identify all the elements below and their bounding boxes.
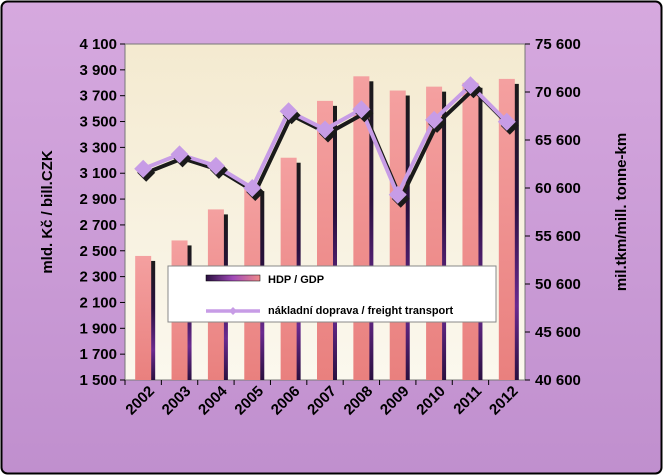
y-left-tick-label: 3 300 <box>79 139 117 156</box>
y-left-tick-label: 3 900 <box>79 62 117 79</box>
legend: HDP / GDP nákladní doprava / freight tra… <box>167 265 497 323</box>
y-left-tick-label: 3 700 <box>79 88 117 105</box>
y-left-tick-label: 2 100 <box>79 294 117 311</box>
freight-marker-2003 <box>170 145 189 164</box>
bar-2007 <box>317 100 333 380</box>
y-right-axis-title: mil.tkm/mill. tonne-km <box>613 133 630 291</box>
bar-2002 <box>135 255 152 380</box>
y-left-tick-label: 1 900 <box>79 320 117 337</box>
y-right-tick-label: 65 600 <box>535 132 581 149</box>
legend-label-gdp: HDP / GDP <box>268 274 324 286</box>
bar-2011 <box>462 82 479 381</box>
y-right-tick-label: 70 600 <box>535 84 581 101</box>
y-left-tick-label: 2 900 <box>79 191 117 208</box>
freight-marker-2011 <box>461 76 480 95</box>
y-left-tick-label: 2 700 <box>79 217 117 234</box>
y-right-tick-label: 75 600 <box>535 36 581 53</box>
freight-marker-2006 <box>279 102 298 121</box>
axes-layer: 1 500 1 700 1 900 2 100 2 300 2 500 2 700 2 900… <box>79 36 580 418</box>
y-right-tick-label: 45 600 <box>535 324 581 341</box>
y-left-tick-label: 4 100 <box>79 36 117 53</box>
y-left-axis-title: mld. Kč / bill.CZK <box>39 150 56 274</box>
y-left-tick-label: 3 500 <box>79 114 117 131</box>
y-right-tick-label: 60 600 <box>535 180 581 197</box>
y-right-tick-label: 40 600 <box>535 372 581 389</box>
line-layer <box>134 76 519 208</box>
y-right-tick-label: 55 600 <box>535 228 581 245</box>
legend-label-freight: nákladní doprava / freight transport <box>268 305 454 317</box>
y-left-tick-label: 1 700 <box>79 346 117 363</box>
y-left-tick-label: 2 300 <box>79 269 117 286</box>
freight-marker-2010 <box>425 110 444 129</box>
y-right-tick-label: 50 600 <box>535 276 581 293</box>
y-left-tick-label: 3 100 <box>79 165 117 182</box>
y-left-tick-label: 1 500 <box>79 372 117 389</box>
freight-marker-2002 <box>134 159 153 178</box>
freight-marker-2012 <box>497 112 516 131</box>
freight-marker-2009 <box>388 185 407 204</box>
freight-marker-2007 <box>316 120 334 139</box>
legend-swatch-bar <box>205 274 261 282</box>
bar-2009 <box>389 90 406 381</box>
freight-marker-2008 <box>352 100 371 119</box>
freight-marker-2004 <box>206 156 225 175</box>
y-left-tick-label: 2 500 <box>79 243 117 260</box>
legend-marker <box>229 307 237 315</box>
bar-2012 <box>498 78 515 381</box>
freight-marker-2005 <box>243 179 262 197</box>
